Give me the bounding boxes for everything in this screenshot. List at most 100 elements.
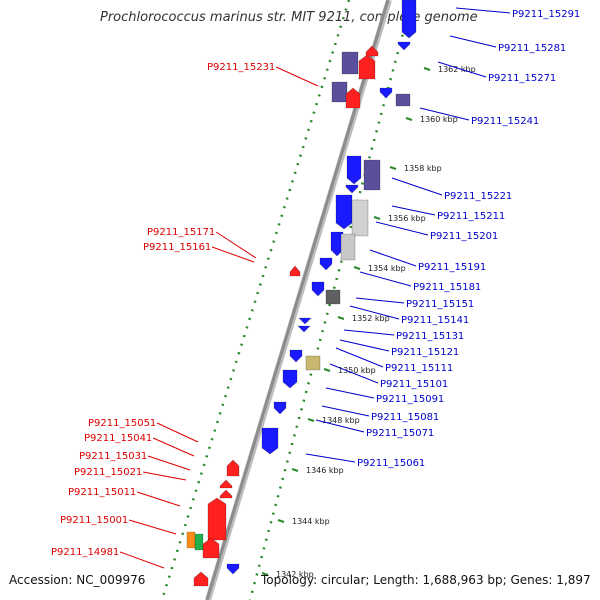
gene-block: [401, 0, 417, 39]
kbp-tick-label: 1346 kbp: [306, 466, 344, 475]
leader-line: [455, 7, 511, 14]
gene-label-forward: P9211_15241: [471, 116, 539, 127]
gene-arrow: [311, 281, 325, 297]
leader-line: [215, 231, 257, 259]
gene-block: [207, 497, 227, 541]
kbp-tick-label: 1360 kbp: [420, 115, 458, 124]
leader-line: [391, 205, 436, 216]
gene-label-forward: P9211_15071: [366, 428, 434, 439]
gene-label-forward: P9211_15091: [376, 394, 444, 405]
gene-label-forward: P9211_15181: [413, 282, 481, 293]
gene-arrow: [379, 87, 393, 99]
kbp-tick-mark: [277, 519, 285, 523]
gene-arrow: [219, 489, 233, 499]
gene-arrow: [273, 401, 287, 415]
gene-block: [261, 427, 279, 455]
gene-arrow: [319, 257, 333, 271]
gene-label-forward: P9211_15121: [391, 347, 459, 358]
gene-arrow: [358, 54, 376, 80]
gene-label-reverse: P9211_15171: [147, 227, 215, 238]
gene-label-forward: P9211_15111: [385, 363, 453, 374]
leader-line: [152, 437, 195, 457]
gene-label-reverse: P9211_15051: [88, 418, 156, 429]
kbp-tick-mark: [353, 266, 361, 270]
gene-label-reverse: P9211_14981: [51, 547, 119, 558]
gene-label-forward: P9211_15211: [437, 211, 505, 222]
leader-line: [136, 491, 181, 507]
gene-label-forward: P9211_15221: [444, 191, 512, 202]
leader-line: [391, 177, 443, 196]
accession-label: Accession: NC_009976: [9, 573, 146, 587]
genome-backbone: [205, 0, 390, 600]
gene-arrow: [397, 41, 411, 51]
topology-label: Topology: circular; Length: 1,688,963 bp…: [261, 573, 591, 587]
leader-line: [211, 246, 255, 263]
leader-line: [437, 61, 487, 78]
gene-arrow: [289, 349, 303, 363]
kbp-tick-label: 1362 kbp: [438, 65, 476, 74]
gene-block: [341, 51, 359, 75]
leader-line: [315, 419, 365, 433]
kbp-tick-label: 1352 kbp: [352, 314, 390, 323]
leader-line: [375, 221, 429, 236]
kbp-tick-label: 1350 kbp: [338, 366, 376, 375]
leader-line: [369, 249, 417, 267]
kbp-tick-mark: [323, 368, 331, 372]
kbp-tick-mark: [261, 572, 269, 576]
leader-line: [343, 329, 395, 336]
kbp-tick-mark: [405, 117, 413, 121]
gene-label-reverse: P9211_15041: [84, 433, 152, 444]
gene-label-forward: P9211_15131: [396, 331, 464, 342]
gene-label-reverse: P9211_15231: [207, 62, 275, 73]
gene-block: [186, 531, 196, 549]
gene-block: [351, 199, 369, 237]
kbp-tick-mark: [373, 216, 381, 220]
leader-line: [321, 405, 370, 417]
gene-block: [330, 231, 344, 257]
gene-block: [331, 81, 348, 103]
leader-line: [156, 422, 199, 443]
gene-label-forward: P9211_15281: [498, 43, 566, 54]
gene-label-reverse: P9211_15001: [60, 515, 128, 526]
leader-line: [329, 363, 379, 384]
gene-block: [325, 289, 341, 305]
gene-block: [305, 355, 321, 371]
gene-block: [335, 194, 353, 230]
leader-line: [339, 339, 390, 352]
leader-line: [119, 551, 165, 569]
gene-arrow: [345, 87, 361, 109]
leader-line: [355, 297, 405, 304]
gene-label-reverse: P9211_15031: [79, 451, 147, 462]
ruler-line-left: [160, 0, 351, 600]
gene-label-reverse: P9211_15021: [74, 467, 142, 478]
leader-line: [325, 387, 375, 399]
gene-label-forward: P9211_15201: [430, 231, 498, 242]
leader-line: [335, 347, 384, 368]
leader-line: [419, 107, 470, 121]
gene-arrow: [345, 184, 359, 194]
kbp-tick-mark: [389, 166, 397, 170]
gene-arrow: [298, 317, 312, 325]
gene-label-forward: P9211_15271: [488, 73, 556, 84]
gene-label-forward: P9211_15291: [512, 9, 580, 20]
gene-arrow: [226, 563, 240, 575]
gene-label-forward: P9211_15151: [406, 299, 474, 310]
gene-label-forward: P9211_15061: [357, 458, 425, 469]
kbp-tick-label: 1358 kbp: [404, 164, 442, 173]
gene-label-forward: P9211_15081: [371, 412, 439, 423]
gene-block: [346, 155, 362, 185]
kbp-tick-mark: [423, 67, 431, 71]
kbp-tick-mark: [337, 316, 345, 320]
gene-block: [395, 93, 411, 107]
gene-arrow: [219, 479, 233, 489]
gene-arrow: [297, 325, 311, 333]
leader-line: [147, 455, 191, 471]
gene-label-forward: P9211_15191: [418, 262, 486, 273]
gene-block: [194, 533, 204, 551]
gene-block: [340, 233, 356, 261]
leader-line: [349, 305, 400, 320]
kbp-tick-label: 1348 kbp: [322, 416, 360, 425]
leader-line: [305, 453, 356, 463]
